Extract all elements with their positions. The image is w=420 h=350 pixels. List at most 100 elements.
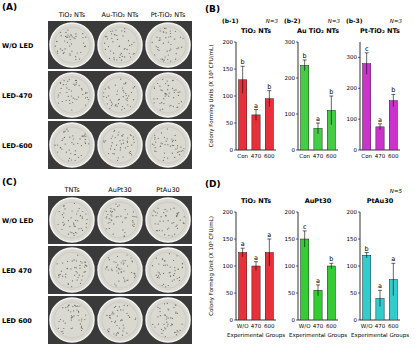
colony [64,80,65,81]
colony [177,107,178,108]
colony [177,330,178,331]
colony [108,331,109,332]
colony [162,59,163,60]
colony [127,49,128,50]
colony [129,152,130,153]
colony [64,208,65,209]
colony [113,53,114,54]
colony [71,315,72,316]
colony [159,277,160,278]
colony [85,315,86,316]
colony [113,261,114,262]
colony [177,152,178,153]
colony [85,265,86,266]
error-line [304,231,305,247]
colony [66,92,67,93]
figure: (A)(B)(C)(D)TiO₂ NTsAu-TiO₂ NTsPt-TiO₂ N… [0,0,420,350]
colony [81,228,82,229]
colony [85,143,86,144]
y-tick-label: 0 [230,317,234,323]
y-axis [360,42,361,150]
colony [174,157,175,158]
colony [114,34,115,35]
colony [165,28,166,29]
colony [117,216,118,217]
colony [172,88,173,89]
colony [122,330,123,331]
y-tick [234,42,236,43]
bar [376,127,384,150]
colony [75,33,76,34]
colony [111,321,112,322]
colony [110,315,111,316]
colony [179,91,180,92]
colony [178,103,179,104]
colony [72,280,73,281]
colony [67,37,68,38]
colony [128,95,129,96]
significance-letter: a [391,255,395,263]
annotation: N=3 [266,18,279,24]
colony [133,99,134,100]
colony [86,92,87,93]
y-tick-label: 0 [292,317,296,323]
colony [182,324,183,325]
colony [167,229,168,230]
colony [85,139,86,140]
colony [68,283,69,284]
bar [363,255,371,320]
colony [64,137,65,138]
photo-bg [144,21,192,69]
colony [120,216,121,217]
colony [68,89,69,90]
colony [68,304,69,305]
colony [182,263,183,264]
colony [127,279,128,280]
x-tick-label: 600 [326,153,337,159]
colony [82,211,83,212]
colony [181,101,182,102]
colony [177,331,178,332]
error-bar [391,263,395,295]
colony [161,333,162,334]
colony [134,224,135,225]
colony [75,232,76,233]
colony [178,269,179,270]
significance-letter: c [303,223,307,231]
error-bar [303,231,307,247]
y-tick [296,266,298,267]
colony [125,260,126,261]
colony [159,40,160,41]
colony [167,308,168,309]
colony [116,145,117,146]
x-axis-label: Experimental Groups [227,332,285,339]
photo-bg [48,296,96,344]
colony [173,222,174,223]
colony [76,84,77,85]
colony [86,266,87,267]
error-bar [316,285,320,296]
colony [68,160,69,161]
colony [116,267,117,268]
colony [119,140,120,141]
colony [160,109,161,110]
y-tick [234,150,236,151]
colony [168,309,169,310]
significance-letter: a [254,102,258,110]
colony [164,260,165,261]
colony [108,222,109,223]
dish-rim [102,127,138,163]
colony [169,50,170,51]
y-tick-label: 200 [347,85,358,91]
dish-rim [102,202,138,238]
colony [163,212,164,213]
colony [135,318,136,319]
colony [134,216,135,217]
colony [173,275,174,276]
colony [58,275,59,276]
chart-subtitle: (b-3) [346,17,363,24]
colony [113,313,114,314]
colony [123,263,124,264]
colony [87,97,88,98]
colony [175,270,176,271]
